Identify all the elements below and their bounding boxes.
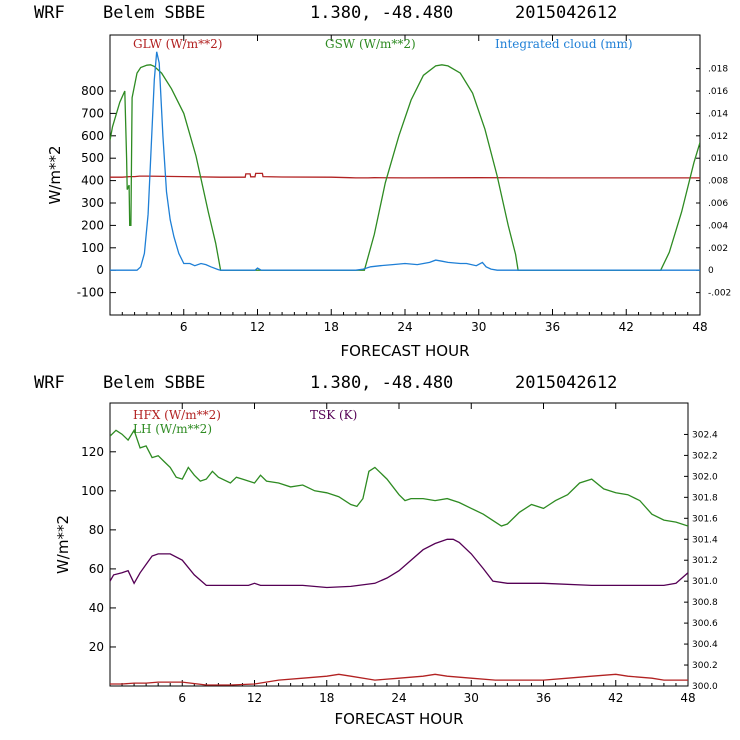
y-axis-label: W/m**2 [54,515,72,574]
y-axis-label: W/m**2 [46,145,64,204]
y2-tick-label: .014 [708,109,728,119]
y-tick-label: 400 [81,174,104,188]
y-tick-label: 700 [81,106,104,120]
series-line-1 [110,172,700,179]
y-tick-label: 300 [81,196,104,210]
y2-tick-label: 302.0 [692,472,718,482]
header-model: WRF [34,3,65,23]
y-tick-label: 40 [89,601,104,615]
y-tick-label: 120 [81,445,104,459]
x-tick-label: 42 [619,320,634,334]
y-tick-label: 100 [81,241,104,255]
y2-tick-label: 301.2 [692,556,718,566]
x-tick-label: 36 [536,691,551,705]
y2-tick-label: 301.0 [692,577,718,587]
legend-entry-3: TSK (K) [310,408,357,422]
x-tick-label: 24 [391,691,406,705]
header-coords: 1.380, -48.480 [310,373,453,393]
header-station: Belem SBBE [103,373,205,393]
x-tick-label: 48 [692,320,707,334]
series-line-1 [110,673,688,686]
x-tick-label: 30 [464,691,479,705]
legend-entry-2: LH (W/m**2) [133,422,212,436]
y2-tick-label: .016 [708,87,728,97]
x-tick-label: 6 [180,320,188,334]
header-run: 2015042612 [515,373,617,393]
y2-tick-label: .006 [708,199,728,209]
y-tick-label: 0 [96,263,104,277]
legend-entry-2: GSW (W/m**2) [325,37,416,51]
y2-tick-label: .010 [708,154,728,164]
y-tick-label: -100 [77,286,104,300]
x-tick-label: 48 [680,691,695,705]
series-line-3 [110,51,700,271]
plot-frame [109,402,689,687]
x-tick-label: 36 [545,320,560,334]
y2-tick-label: 301.6 [692,514,718,524]
y2-tick-label: 302.2 [692,451,718,461]
y-tick-label: 600 [81,129,104,143]
y-tick-label: 500 [81,151,104,165]
legend-entry-3: Integrated cloud (mm) [495,37,633,51]
x-tick-label: 6 [178,691,186,705]
x-tick-label: 42 [608,691,623,705]
x-axis-label: FORECAST HOUR [334,710,463,728]
header-model: WRF [34,373,65,393]
y2-tick-label: 300.8 [692,598,718,608]
x-tick-label: 12 [247,691,262,705]
y2-tick-label: .018 [708,65,728,75]
y2-tick-label: 301.4 [692,535,718,545]
legend-entry-1: GLW (W/m**2) [133,37,222,51]
legend-entry-1: HFX (W/m**2) [133,408,221,422]
y-tick-label: 20 [89,640,104,654]
y2-tick-label: 300.6 [692,619,718,629]
y2-tick-label: -.002 [708,289,731,299]
y-tick-label: 200 [81,218,104,232]
series-line-3 [110,538,688,589]
y2-tick-label: .002 [708,244,728,254]
x-tick-label: 30 [471,320,486,334]
header-run: 2015042612 [515,3,617,23]
y2-tick-label: .008 [708,177,728,187]
y-tick-label: 80 [89,523,104,537]
plot-frame [109,34,701,316]
header-station: Belem SBBE [103,3,205,23]
series-line-2 [110,428,688,527]
y-tick-label: 60 [89,562,104,576]
y2-tick-label: 302.4 [692,430,718,440]
y2-tick-label: 301.8 [692,493,718,503]
x-tick-label: 18 [319,691,334,705]
y2-tick-label: 0 [708,266,714,276]
header-coords: 1.380, -48.480 [310,3,453,23]
y2-tick-label: .004 [708,221,728,231]
x-axis-label: FORECAST HOUR [340,342,469,360]
x-tick-label: 18 [324,320,339,334]
y2-tick-label: 300.0 [692,682,718,692]
y-tick-label: 100 [81,484,104,498]
chart-panel-1: WRF Belem SBBE 1.380, -48.480 2015042612 6 12… [34,3,731,360]
chart-panel-2: WRF Belem SBBE 1.380, -48.480 2015042612 6 12… [34,373,718,728]
y2-tick-label: 300.2 [692,661,718,671]
y-tick-label: 800 [81,84,104,98]
x-tick-label: 12 [250,320,265,334]
y2-tick-label: 300.4 [692,640,718,650]
x-tick-label: 24 [397,320,412,334]
y2-tick-label: .012 [708,132,728,142]
series-line-2 [110,64,700,271]
